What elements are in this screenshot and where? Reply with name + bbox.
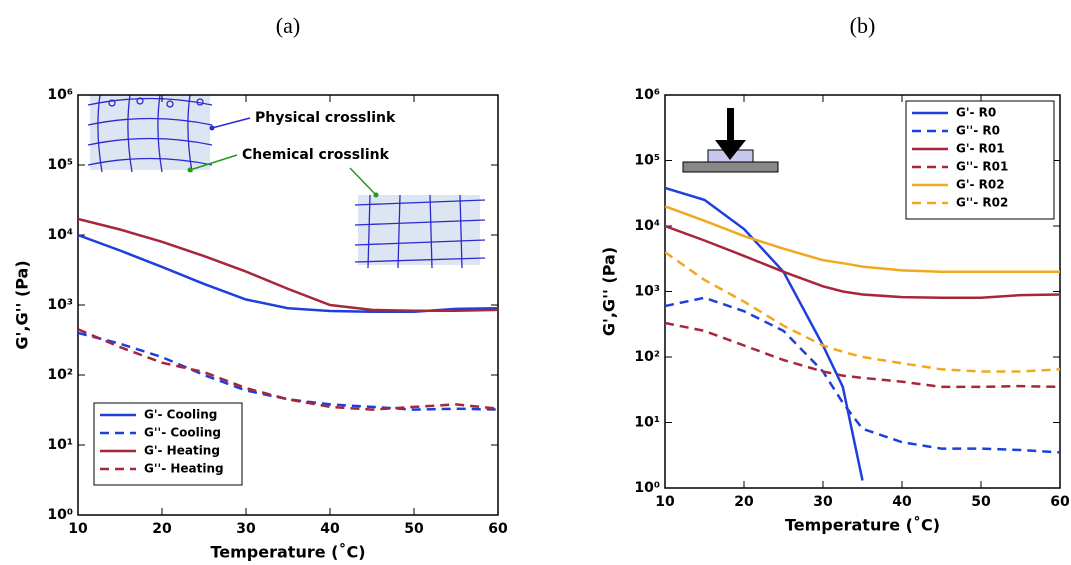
y-tick-label: 10⁶ (634, 87, 660, 103)
plot-frame (77, 94, 499, 516)
arrow-head (187, 167, 193, 173)
series-line (665, 251, 1060, 373)
y-tick-label: 10⁰ (634, 480, 660, 496)
plot-frame (664, 94, 1061, 489)
x-tick-label: 20 (734, 494, 754, 510)
series-line (78, 331, 498, 411)
network-icon-chemical (354, 194, 486, 269)
x-tick-label: 30 (236, 521, 256, 537)
x-tick-label: 50 (971, 494, 991, 510)
series-line (78, 217, 498, 312)
y-tick-label: 10⁰ (47, 507, 73, 523)
y-tick-label: 10¹ (634, 415, 660, 431)
x-tick-label: 40 (892, 494, 912, 510)
x-tick-label: 60 (488, 521, 508, 537)
arrow-head (209, 125, 215, 131)
probe-icon (682, 108, 779, 173)
x-axis-label: Temperature (˚C) (210, 543, 365, 562)
x-axis-label: Temperature (˚C) (785, 516, 940, 535)
annotation-arrow (349, 167, 377, 196)
y-tick-label: 10¹ (47, 437, 73, 453)
y-tick-label: 10⁶ (47, 87, 73, 103)
legend-label: G'- R01 (956, 142, 1005, 156)
y-tick-label: 10⁵ (47, 157, 73, 173)
x-tick-label: 10 (655, 494, 675, 510)
series-line (665, 205, 1060, 274)
series-line (665, 186, 864, 481)
x-tick-label: 10 (68, 521, 88, 537)
series-line (78, 328, 498, 411)
arrow-head (373, 192, 379, 198)
y-tick-label: 10⁴ (634, 218, 660, 234)
legend-label: G'- R0 (956, 106, 996, 120)
legend-box (905, 100, 1055, 220)
legend-label: G'- R02 (956, 178, 1005, 192)
annotation: Chemical crosslink (242, 147, 390, 163)
legend-label: G''- R01 (956, 160, 1008, 174)
series-line (665, 321, 1060, 389)
chart-title: (a) (276, 13, 300, 38)
x-tick-label: 30 (813, 494, 833, 510)
legend-label: G'- Heating (144, 444, 220, 458)
series-line (665, 296, 1060, 454)
y-axis-label: G',G'' (Pa) (600, 247, 619, 336)
annotation: Physical crosslink (255, 110, 396, 126)
network-icon-physical (87, 94, 213, 173)
chart-title: (b) (850, 13, 876, 38)
legend-label: G''- Heating (144, 462, 224, 476)
annotation-arrow (189, 154, 238, 171)
y-tick-label: 10⁵ (634, 153, 660, 169)
y-tick-label: 10⁴ (47, 227, 73, 243)
y-tick-label: 10³ (47, 297, 73, 313)
legend-box (93, 402, 243, 486)
x-tick-label: 20 (152, 521, 172, 537)
legend-label: G''- R02 (956, 196, 1008, 210)
x-tick-label: 60 (1050, 494, 1070, 510)
y-tick-label: 10² (47, 367, 73, 383)
legend-label: G''- Cooling (144, 426, 221, 440)
annotation-arrow (211, 117, 251, 129)
x-tick-label: 50 (404, 521, 424, 537)
y-tick-label: 10³ (634, 284, 660, 300)
series-line (665, 224, 1060, 300)
y-axis-label: G',G'' (Pa) (13, 260, 32, 349)
x-tick-label: 40 (320, 521, 340, 537)
legend-label: G''- R0 (956, 124, 1000, 138)
legend-label: G'- Cooling (144, 408, 217, 422)
y-tick-label: 10² (634, 349, 660, 365)
